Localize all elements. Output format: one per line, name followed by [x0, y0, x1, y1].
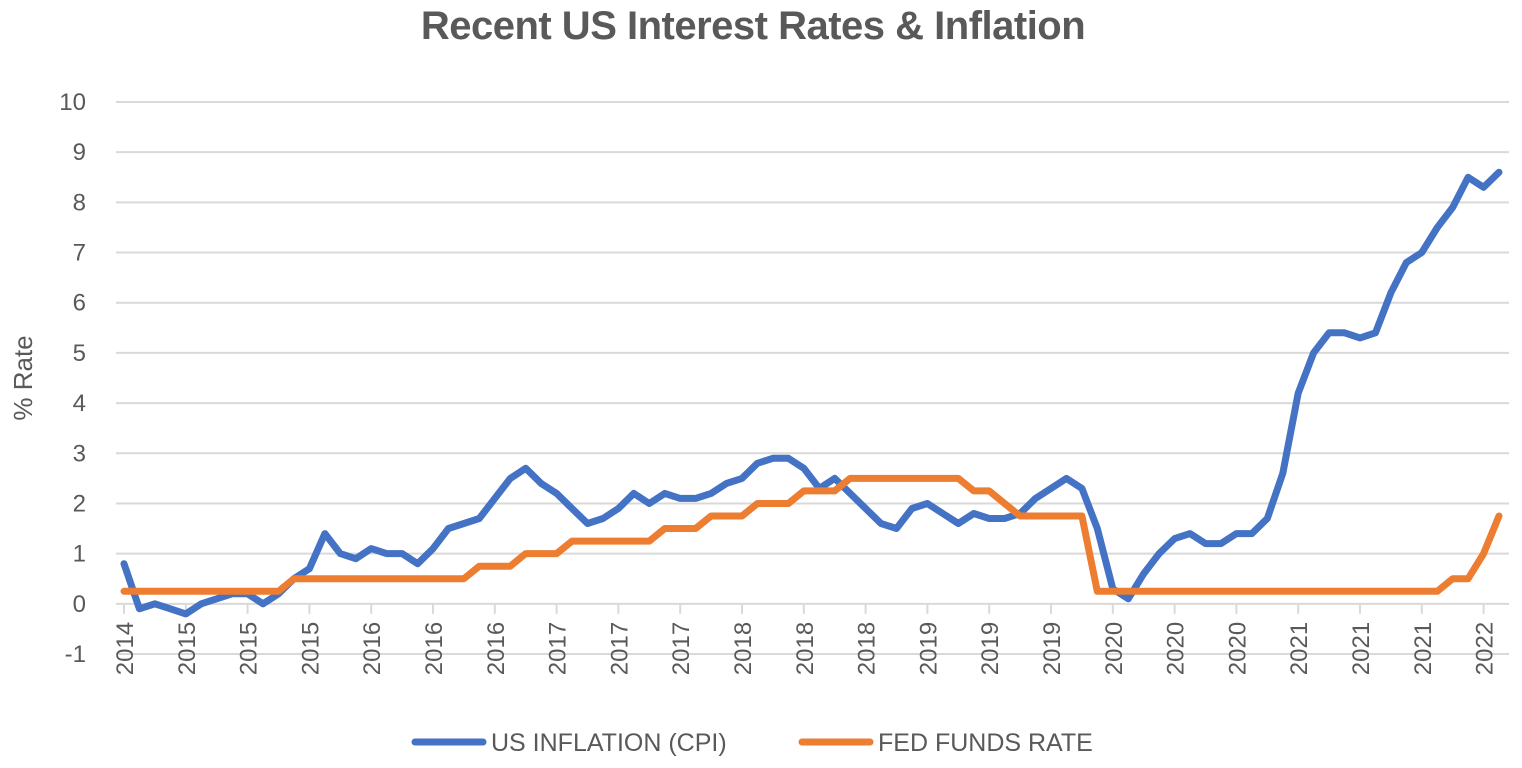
- legend-label: US INFLATION (CPI): [491, 729, 727, 757]
- gridlines: [116, 101, 1509, 655]
- x-tick-label: 2020: [1101, 622, 1128, 675]
- x-tick-label: 2017: [668, 622, 695, 675]
- x-tick-label: 2022: [1472, 622, 1499, 675]
- y-axis-tick-labels: -1 0 1 2 3 4 5 6 7 8 9 10: [59, 89, 86, 668]
- x-axis-tick-labels: 2014 2015 2015 2015 2016 2016 2016 2017 2017 2017…: [112, 622, 1499, 675]
- series-line-us-inflation-cpi: [120, 168, 1503, 618]
- series-lines: [120, 168, 1503, 618]
- chart-title: Recent US Interest Rates & Inflation: [420, 4, 1086, 48]
- x-tick-label: 2016: [421, 622, 448, 675]
- x-tick-label: 2018: [792, 622, 819, 675]
- x-tick-label: 2016: [483, 622, 510, 675]
- y-tick-label: 5: [73, 340, 86, 367]
- y-tick-label: 3: [73, 440, 86, 467]
- y-tick-label: 0: [73, 591, 86, 618]
- legend-label: FED FUNDS RATE: [878, 729, 1093, 757]
- y-tick-label: 2: [73, 490, 86, 517]
- y-axis-title: % Rate: [8, 335, 38, 420]
- x-tick-label: 2015: [174, 622, 201, 675]
- y-tick-label: 6: [73, 290, 86, 317]
- y-tick-label: 7: [73, 240, 86, 267]
- y-tick-label: 1: [73, 541, 86, 568]
- x-tick-label: 2021: [1410, 622, 1437, 675]
- x-tick-label: 2017: [606, 622, 633, 675]
- y-tick-label: 8: [73, 189, 86, 216]
- x-tick-label: 2015: [297, 622, 324, 675]
- y-tick-label: 4: [73, 390, 86, 417]
- x-tick-label: 2018: [854, 622, 881, 675]
- x-tick-label: 2019: [977, 622, 1004, 675]
- x-tick-label: 2021: [1286, 622, 1313, 675]
- x-tick-label: 2018: [730, 622, 757, 675]
- x-tick-label: 2015: [236, 622, 263, 675]
- y-tick-label: 10: [59, 89, 86, 116]
- x-tick-label: 2019: [915, 622, 942, 675]
- y-tick-label: 9: [73, 139, 86, 166]
- x-tick-label: 2014: [112, 622, 139, 675]
- x-tick-label: 2020: [1224, 622, 1251, 675]
- legend: US INFLATION (CPI) FED FUNDS RATE: [411, 729, 1093, 757]
- x-tick-label: 2020: [1163, 622, 1190, 675]
- x-tick-label: 2017: [545, 622, 572, 675]
- x-tick-label: 2019: [1039, 622, 1066, 675]
- x-tick-label: 2016: [359, 622, 386, 675]
- y-tick-label: -1: [65, 641, 86, 668]
- x-tick-label: 2021: [1348, 622, 1375, 675]
- series-line-fed-funds-rate: [120, 474, 1503, 595]
